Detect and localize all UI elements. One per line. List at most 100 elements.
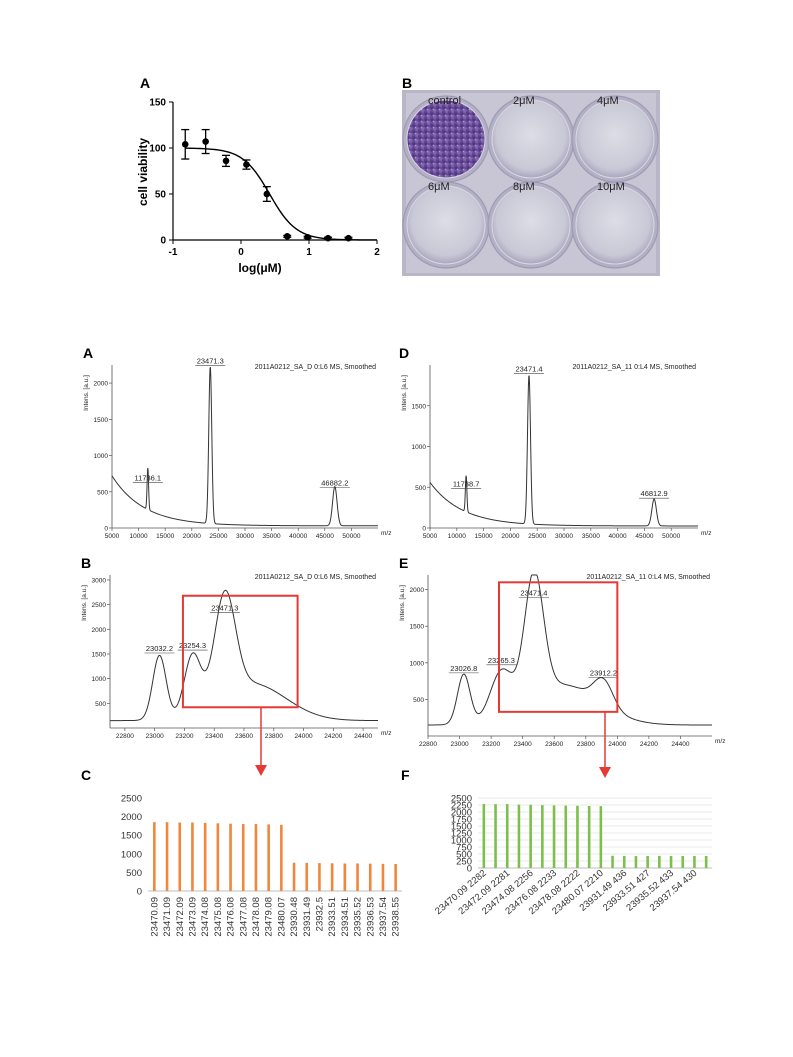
- ms-y-axis-label: Intens. [a.u.]: [81, 585, 88, 621]
- plate-well: [575, 99, 655, 179]
- ms-x-tick-label: 30000: [236, 533, 254, 540]
- bar-category-label: 23473.09: [187, 897, 198, 937]
- bar: [576, 805, 579, 868]
- ms-spectrum-title: 2011A0212_SA_D 0:L6 MS, Smoothed: [255, 574, 376, 581]
- ms-x-tick-label: 23400: [514, 741, 532, 748]
- plate-well: [491, 185, 571, 265]
- ms-x-axis-label: m/z: [381, 530, 391, 537]
- dose-response-point: [324, 234, 332, 242]
- panel-label-top-b: B: [402, 75, 412, 91]
- ms-y-tick-label: 2000: [94, 381, 109, 388]
- ms-b-plot: 2011A0212_SA_D 0:L6 MS, Smoothed Intens. …: [81, 574, 391, 740]
- bar: [280, 824, 283, 891]
- ms-y-tick-label: 1500: [94, 417, 109, 424]
- ms-x-tick-label: 35000: [582, 533, 600, 540]
- ms-x-tick-label: 24000: [295, 733, 313, 740]
- ms-peak-label: 23471.4: [520, 588, 547, 597]
- plate-well-label: 10μM: [597, 181, 625, 193]
- ms-highlight-box: [498, 581, 619, 713]
- bar: [681, 855, 685, 868]
- ms-x-tick-label: 15000: [156, 533, 174, 540]
- bar-y-tick-label: 1500: [121, 831, 142, 842]
- bar: [305, 862, 309, 891]
- dose-response-x-tick-label: 1: [306, 247, 312, 258]
- ms-y-tick-label: 1000: [92, 676, 107, 683]
- ms-x-tick-label: 5000: [423, 533, 438, 540]
- ms-x-tick-label: 15000: [475, 533, 493, 540]
- panel-label-ms-e: E: [399, 555, 408, 571]
- panel-label-ms-f: F: [401, 767, 410, 783]
- ms-x-tick-label: 23600: [545, 741, 563, 748]
- ms-y-axis-label: Intens. [a.u.]: [83, 375, 90, 411]
- panel-label-top-a: A: [140, 75, 150, 91]
- bar: [191, 822, 194, 891]
- ms-y-tick-label: 1000: [94, 453, 109, 460]
- bar: [494, 804, 497, 868]
- bar-category-label: 23480.07: [276, 897, 287, 937]
- bar: [292, 862, 296, 891]
- ms-spectrum-line: [428, 574, 712, 726]
- bar: [622, 855, 626, 868]
- panel-label-ms-d: D: [399, 345, 409, 361]
- ms-x-tick-label: 23600: [235, 733, 253, 740]
- ms-x-tick-label: 23200: [482, 741, 500, 748]
- ms-y-tick-label: 1500: [412, 403, 427, 410]
- bar: [229, 823, 232, 891]
- ms-y-tick-label: 500: [95, 701, 106, 708]
- ms-spectrum-d: D 2011A0212_SA_11 0:L4 MS, Smoothed Inten…: [399, 345, 711, 540]
- bar-y-tick-label: 500: [456, 850, 472, 861]
- ms-x-tick-label: 23000: [451, 741, 469, 748]
- ms-spectrum-b: B 2011A0212_SA_D 0:L6 MS, Smoothed Intens…: [81, 555, 391, 740]
- dose-response-y-tick-label: 100: [149, 144, 166, 155]
- ms-y-tick-label: 2500: [92, 602, 107, 609]
- ms-x-tick-label: 24200: [324, 733, 342, 740]
- dose-response-point: [345, 234, 352, 242]
- bar: [658, 855, 661, 868]
- ms-highlight-box: [181, 594, 299, 709]
- plate-well: [406, 99, 486, 179]
- ms-y-tick-label: 1500: [410, 624, 425, 631]
- ms-x-tick-label: 40000: [609, 533, 627, 540]
- bar-category-label: 23479.08: [264, 897, 275, 937]
- dose-response-point: [283, 233, 291, 240]
- ms-y-tick-label: 2000: [92, 627, 107, 634]
- bar-y-tick-label: 500: [126, 868, 142, 879]
- ms-peak-label: 23254.3: [179, 641, 206, 650]
- bar-y-tick-label: 1750: [451, 815, 472, 826]
- bar-y-tick-label: 0: [467, 864, 472, 875]
- ms-x-tick-label: 23400: [205, 733, 223, 740]
- bar: [216, 823, 220, 891]
- ms-y-tick-label: 500: [415, 485, 426, 492]
- plate-well: [491, 99, 571, 179]
- ms-spectrum-line: [111, 366, 378, 527]
- ms-y-tick-label: 3000: [92, 577, 107, 584]
- bar-category-label: 23938.55: [391, 897, 402, 937]
- ms-x-tick-label: 24400: [671, 741, 689, 748]
- bar-category-label: 23470.09: [149, 897, 160, 937]
- ms-spectrum-title: 2011A0212_SA_11 0:L4 MS, Smoothed: [587, 574, 711, 581]
- ms-peak-label: 46812.9: [641, 489, 668, 498]
- bar-category-label: 23472.09: [175, 897, 186, 937]
- ms-x-tick-label: 22800: [116, 733, 134, 740]
- bar-y-tick-label: 1250: [451, 829, 472, 840]
- panel-label-ms-a: A: [83, 345, 93, 361]
- ms-x-axis-label: m/z: [701, 530, 711, 537]
- ms-x-axis-label: m/z: [715, 738, 725, 745]
- ms-x-tick-label: 24200: [640, 741, 658, 748]
- dose-response-x-tick-label: 0: [238, 247, 244, 258]
- bar: [343, 863, 347, 891]
- arrow-b-to-c: [255, 708, 267, 776]
- ms-y-tick-label: 0: [422, 526, 426, 533]
- plate-well-label: 8μM: [513, 181, 535, 193]
- bar: [552, 805, 556, 868]
- bar-category-label: 23931.49: [302, 897, 313, 937]
- arrow-e-to-f: [599, 712, 611, 778]
- plate-well: [406, 185, 486, 265]
- bar: [318, 863, 321, 891]
- bar-category-label: 23932.5: [314, 897, 325, 931]
- bar-y-tick-label: 250: [456, 857, 472, 868]
- bar: [517, 804, 521, 868]
- bar-y-tick-label: 2000: [121, 812, 142, 823]
- bar-category-label: 23478.08: [251, 897, 262, 937]
